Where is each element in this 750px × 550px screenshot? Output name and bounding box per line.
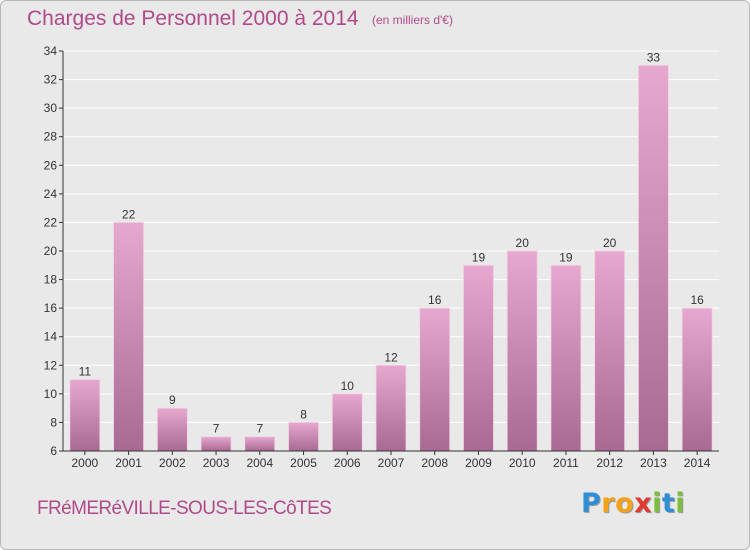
x-tick-label: 2003 bbox=[203, 456, 230, 470]
data-label: 7 bbox=[256, 422, 263, 436]
axes: 6 8 10 12 14 16 18 20 22 24 26 28 30 32 34 2000 2001 2002… bbox=[44, 44, 719, 470]
x-tick-label: 2013 bbox=[640, 456, 667, 470]
logo-letter: x bbox=[634, 488, 653, 519]
x-tick-label: 2000 bbox=[72, 456, 99, 470]
data-label: 11 bbox=[79, 365, 92, 379]
y-tick-label: 8 bbox=[50, 415, 57, 429]
data-label: 20 bbox=[516, 236, 530, 250]
y-tick-label: 32 bbox=[44, 73, 58, 87]
bar-2005 bbox=[288, 422, 319, 452]
y-tick-label: 20 bbox=[44, 244, 58, 258]
logo-letter: i bbox=[652, 488, 662, 519]
x-tick-label: 2001 bbox=[115, 456, 142, 470]
bar-2012 bbox=[594, 250, 626, 452]
y-tick-label: 30 bbox=[44, 101, 58, 115]
y-tick-label: 14 bbox=[44, 330, 58, 344]
data-label: 33 bbox=[647, 50, 661, 64]
proxiti-logo: Proxiti bbox=[581, 488, 685, 519]
bar-2006 bbox=[331, 393, 363, 452]
bar-2007 bbox=[375, 364, 407, 452]
x-tick-label: 2004 bbox=[246, 456, 273, 470]
data-label: 8 bbox=[300, 407, 307, 421]
data-label: 9 bbox=[169, 393, 176, 407]
data-label: 20 bbox=[603, 236, 617, 250]
bar-2014 bbox=[681, 307, 713, 452]
y-tick-label: 26 bbox=[44, 158, 58, 172]
x-tick-label: 2002 bbox=[159, 456, 186, 470]
x-tick-label: 2006 bbox=[334, 456, 361, 470]
bars: 11 22 9 7 7 8 10 12 16 19 20 19 20 33 16 bbox=[69, 50, 713, 452]
data-label: 7 bbox=[213, 422, 220, 436]
commune-name: FRéMERéVILLE-SOUS-LES-CôTES bbox=[37, 498, 332, 519]
chart-subtitle: (en milliers d'€) bbox=[372, 13, 453, 27]
x-tick-label: 2005 bbox=[290, 456, 317, 470]
bar-2013 bbox=[638, 64, 669, 452]
data-label: 19 bbox=[472, 250, 486, 264]
bar-2011 bbox=[550, 264, 582, 452]
data-label: 16 bbox=[428, 293, 442, 307]
y-tick-label: 10 bbox=[44, 387, 58, 401]
bar-2000 bbox=[69, 379, 101, 452]
y-tick-label: 6 bbox=[50, 444, 57, 458]
x-tick-label: 2012 bbox=[596, 456, 623, 470]
bar-2010 bbox=[506, 250, 538, 452]
logo-letter: P bbox=[581, 488, 602, 519]
bar-2004 bbox=[244, 436, 276, 452]
logo-letter: r bbox=[601, 488, 616, 519]
bar-2002 bbox=[156, 407, 188, 452]
x-tick-label: 2007 bbox=[378, 456, 405, 470]
bar-2001 bbox=[113, 222, 144, 452]
x-tick-label: 2014 bbox=[684, 456, 711, 470]
bar-2003 bbox=[200, 436, 232, 452]
logo-letter: t bbox=[661, 488, 676, 519]
logo-letter: o bbox=[615, 488, 635, 519]
x-tick-label: 2011 bbox=[553, 456, 579, 470]
data-label: 12 bbox=[384, 350, 398, 364]
data-label: 22 bbox=[122, 207, 136, 221]
data-label: 16 bbox=[690, 293, 704, 307]
x-tick-label: 2008 bbox=[421, 456, 448, 470]
x-tick-label: 2009 bbox=[465, 456, 492, 470]
data-label: 10 bbox=[341, 379, 355, 393]
x-tick-label: 2010 bbox=[509, 456, 536, 470]
y-tick-label: 18 bbox=[44, 273, 58, 287]
data-label: 19 bbox=[559, 250, 573, 264]
bar-2009 bbox=[463, 264, 494, 452]
y-tick-label: 28 bbox=[44, 130, 58, 144]
bar-2008 bbox=[419, 307, 451, 452]
y-tick-label: 24 bbox=[44, 187, 58, 201]
y-tick-label: 34 bbox=[44, 44, 58, 58]
logo-letter: i bbox=[675, 488, 686, 519]
y-tick-label: 16 bbox=[44, 301, 58, 315]
chart-title: Charges de Personnel 2000 à 2014 bbox=[27, 7, 359, 30]
y-tick-label: 22 bbox=[44, 215, 58, 229]
y-tick-label: 12 bbox=[44, 358, 58, 372]
